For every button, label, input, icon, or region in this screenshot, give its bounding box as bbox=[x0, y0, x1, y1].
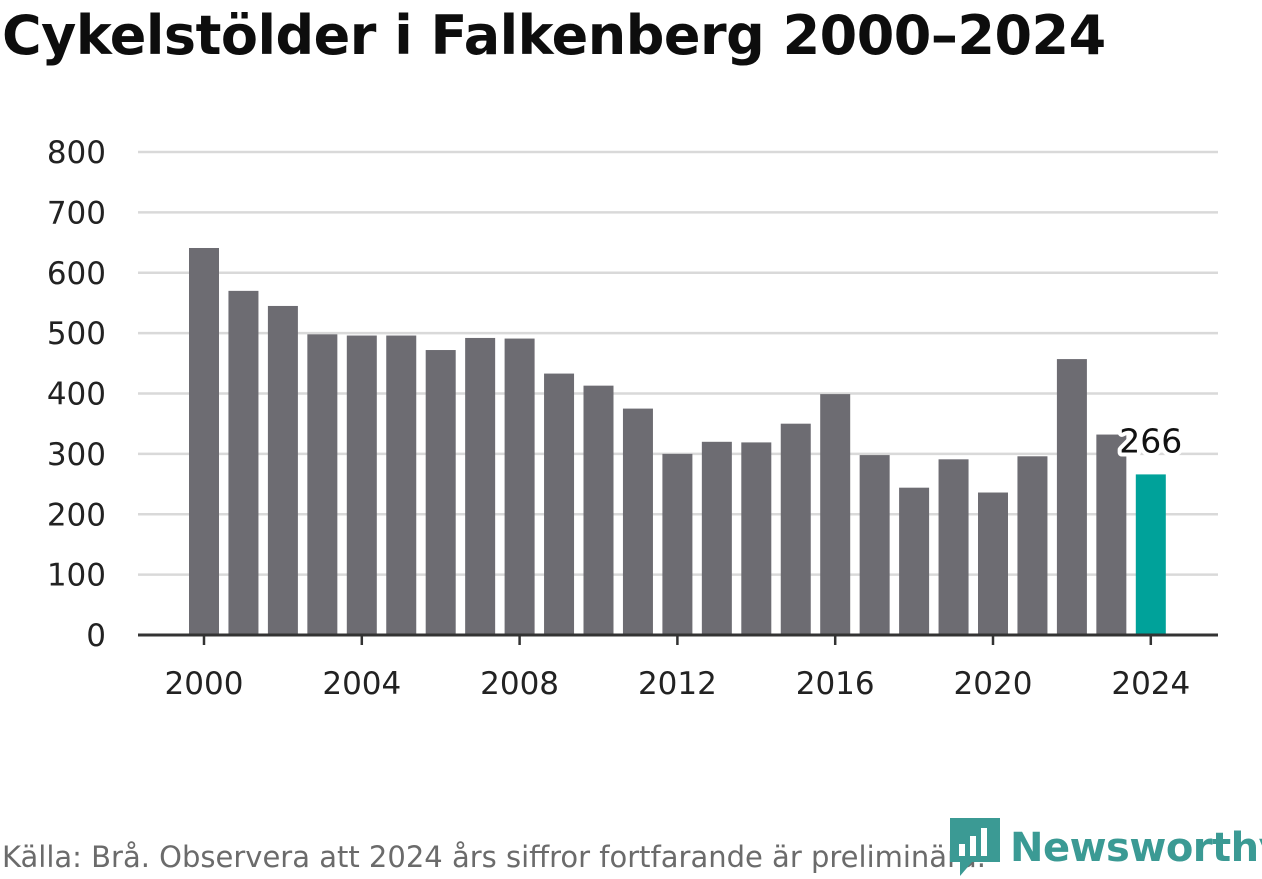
bar-2013 bbox=[701, 441, 732, 635]
bar-2011 bbox=[622, 408, 653, 635]
bar-2008 bbox=[504, 338, 535, 635]
x-tick-label: 2024 bbox=[1111, 666, 1190, 702]
bar-2009 bbox=[544, 373, 575, 635]
x-tick-label: 2008 bbox=[480, 666, 559, 702]
bar-2018 bbox=[899, 487, 930, 635]
bar-2000 bbox=[189, 247, 219, 635]
bar-2007 bbox=[465, 337, 496, 635]
bar-2014 bbox=[741, 442, 772, 635]
x-tick-label: 2020 bbox=[954, 666, 1033, 702]
y-tick-label: 100 bbox=[47, 558, 106, 594]
bar-2010 bbox=[583, 385, 614, 635]
logo-text: Newsworthy bbox=[1010, 825, 1262, 871]
y-axis: 0 100 200 300 400 500 600 700 800 bbox=[47, 135, 106, 654]
bars bbox=[189, 247, 1166, 635]
bar-2006 bbox=[425, 350, 456, 635]
x-tick-label: 2012 bbox=[638, 666, 717, 702]
newsworthy-logo: Newsworthy bbox=[950, 818, 1262, 878]
y-tick-label: 600 bbox=[47, 256, 106, 292]
y-tick-label: 0 bbox=[86, 618, 106, 654]
y-tick-label: 400 bbox=[47, 377, 106, 413]
source-note: Källa: Brå. Observera att 2024 års siffr… bbox=[2, 840, 986, 874]
bar-2019 bbox=[938, 459, 969, 635]
bar-2003 bbox=[307, 334, 338, 635]
x-tick-label: 2016 bbox=[796, 666, 875, 702]
bar-2005 bbox=[386, 335, 417, 635]
y-tick-label: 200 bbox=[47, 497, 106, 533]
bar-2024 bbox=[1135, 474, 1166, 635]
x-tick-label: 2004 bbox=[322, 666, 401, 702]
bar-2004 bbox=[346, 335, 377, 635]
data-labels: 266 bbox=[1115, 417, 1186, 464]
bar-2015 bbox=[780, 423, 811, 635]
data-label-2024: 266 bbox=[1119, 421, 1182, 460]
bar-2023 bbox=[1096, 434, 1127, 635]
y-tick-label: 800 bbox=[47, 135, 106, 171]
bar-2016 bbox=[820, 394, 851, 635]
chart-title: Cykelstölder i Falkenberg 2000–2024 bbox=[2, 4, 1106, 67]
y-tick-label: 700 bbox=[47, 195, 106, 231]
bar-2021 bbox=[1017, 456, 1048, 635]
bar-2022 bbox=[1056, 359, 1087, 635]
x-axis: 2000 2004 2008 2012 2016 2020 2024 bbox=[138, 633, 1218, 702]
bar-2002 bbox=[267, 305, 298, 635]
bar-2017 bbox=[859, 455, 890, 635]
newsworthy-logo-icon bbox=[950, 818, 1000, 876]
y-tick-label: 500 bbox=[47, 316, 106, 352]
bar-2001 bbox=[228, 290, 259, 635]
y-tick-label: 300 bbox=[47, 437, 106, 473]
x-tick-label: 2000 bbox=[165, 666, 244, 702]
bar-2012 bbox=[662, 453, 693, 635]
bar-2020 bbox=[978, 492, 1008, 635]
